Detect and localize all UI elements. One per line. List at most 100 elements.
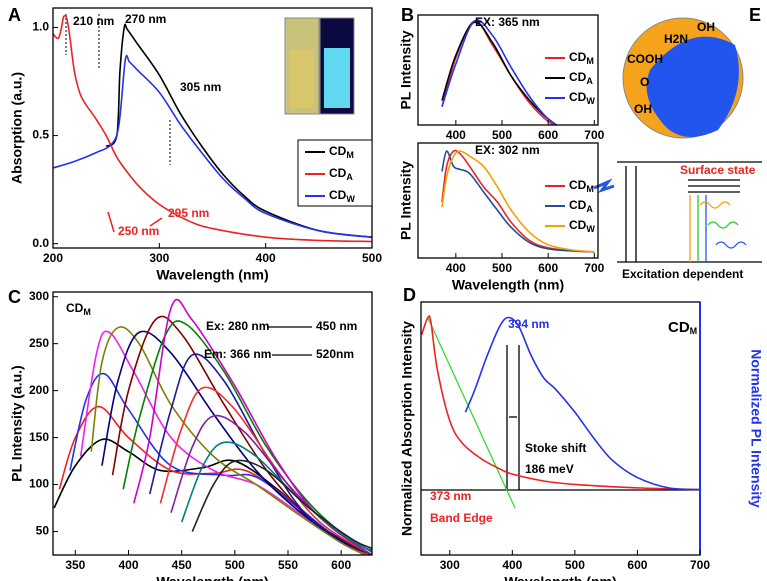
x-tick-label: 600 (538, 128, 558, 142)
axes-frame (52, 291, 373, 556)
group-label: OH (697, 20, 715, 34)
group-label: COOH (627, 52, 663, 66)
inset-photos (284, 17, 355, 115)
x-tick-label: 500 (492, 128, 512, 142)
series-line (105, 23, 372, 238)
annotation: 186 meV (525, 462, 574, 476)
series-line (170, 414, 372, 555)
axes-frame (417, 142, 599, 259)
annotation: EX: 302 nm (475, 143, 540, 157)
group-label: H2N (664, 32, 688, 46)
annotation: 305 nm (180, 80, 221, 94)
x-tick-label: 550 (278, 558, 298, 572)
x-tick-label: 400 (256, 251, 276, 265)
x-axis-label: Wavelength (nm) (156, 267, 268, 283)
annotation: 210 nm (73, 14, 114, 28)
x-tick-label: 400 (502, 558, 522, 572)
legend-label: CDA (569, 70, 593, 86)
y-axis-label: Normalized Absorption Intensity (399, 321, 415, 536)
annotation: CDM (66, 301, 91, 317)
series-line (53, 438, 366, 555)
series-line (441, 149, 595, 253)
x-tick-label: 700 (584, 128, 604, 142)
x-axis-label: Wavelength (nm) (504, 574, 616, 581)
axes-frame (52, 7, 373, 249)
x-tick-label: 300 (149, 251, 169, 265)
legend-label: CDA (569, 198, 593, 214)
x-tick-label: 400 (446, 128, 466, 142)
energy-levels (593, 161, 762, 263)
series-line (421, 315, 700, 491)
y-tick-label: 0.0 (32, 236, 49, 250)
x-tick-label: 500 (565, 558, 585, 572)
x-tick-label: 600 (538, 261, 558, 275)
annotation: Band Edge (430, 511, 493, 525)
y-tick-label: 0.5 (32, 128, 49, 142)
series-line (133, 298, 372, 553)
series-line (101, 330, 372, 555)
y-axis-label: PL Intensity (a.u.) (9, 365, 25, 481)
panel-label: A (8, 5, 21, 25)
particle (622, 17, 744, 139)
x-tick-label: 700 (584, 261, 604, 275)
annotation: EX: 365 nm (475, 15, 540, 29)
annotation: 373 nm (430, 489, 471, 503)
panel-label: D (403, 285, 416, 305)
y-tick-label: 250 (29, 336, 49, 350)
series-line (53, 14, 372, 243)
arrows (268, 326, 312, 356)
series-line (90, 326, 368, 555)
y-tick-label: 300 (29, 289, 49, 303)
series-line (464, 316, 700, 491)
x-tick-label: 500 (362, 251, 382, 265)
series-line (148, 353, 372, 555)
x-tick-label: 500 (225, 558, 245, 572)
annotation: 520nm (316, 347, 354, 361)
x-axis-label: Wavelength (nm) (156, 574, 268, 581)
x-tick-label: 200 (43, 251, 63, 265)
annotation: 250 nm (118, 224, 159, 238)
y2-axis-label: Normalized PL Intensity (748, 349, 764, 508)
legend-label: CDM (569, 50, 594, 66)
axes-frame (417, 14, 599, 126)
annotation: 394 nm (508, 317, 549, 331)
annotation: 270 nm (125, 12, 166, 26)
annotation: Em: 366 nm (204, 347, 271, 361)
x-tick-label: 500 (492, 261, 512, 275)
annotation: CDM (668, 319, 697, 336)
series-line (69, 372, 369, 555)
series-line (180, 441, 372, 553)
guides (65, 14, 171, 165)
x-tick-label: 600 (627, 558, 647, 572)
legend-label: CDW (569, 218, 595, 234)
series-line (441, 21, 558, 125)
series-line (53, 54, 372, 238)
panel-label: B (401, 5, 414, 25)
x-tick-label: 400 (446, 261, 466, 275)
x-tick-label: 400 (118, 558, 138, 572)
x-tick-label: 300 (440, 558, 460, 572)
x-tick-label: 350 (65, 558, 85, 572)
y-tick-label: 50 (36, 524, 50, 538)
panel-label: C (8, 287, 21, 307)
y-tick-label: 200 (29, 383, 49, 397)
x-tick-label: 450 (172, 558, 192, 572)
level-label: Surface state (680, 163, 756, 177)
y-axis-label: PL Intensity (398, 30, 414, 109)
x-tick-label: 600 (331, 558, 351, 572)
caption: Excitation dependent (622, 267, 743, 281)
group-label: O (640, 75, 649, 89)
annotation: Stoke shift (525, 441, 586, 455)
series-line (159, 386, 372, 555)
series-line (441, 19, 558, 125)
y-axis-label: Absorption (a.u.) (9, 72, 25, 184)
annotation: 450 nm (316, 319, 357, 333)
group-label: OH (634, 102, 652, 116)
panel-label: E (749, 5, 761, 25)
x-tick-label: 700 (690, 558, 710, 572)
series-line (441, 150, 595, 253)
annotation: 295 nm (168, 206, 209, 220)
y-tick-label: 100 (29, 477, 49, 491)
series-line (58, 405, 366, 555)
